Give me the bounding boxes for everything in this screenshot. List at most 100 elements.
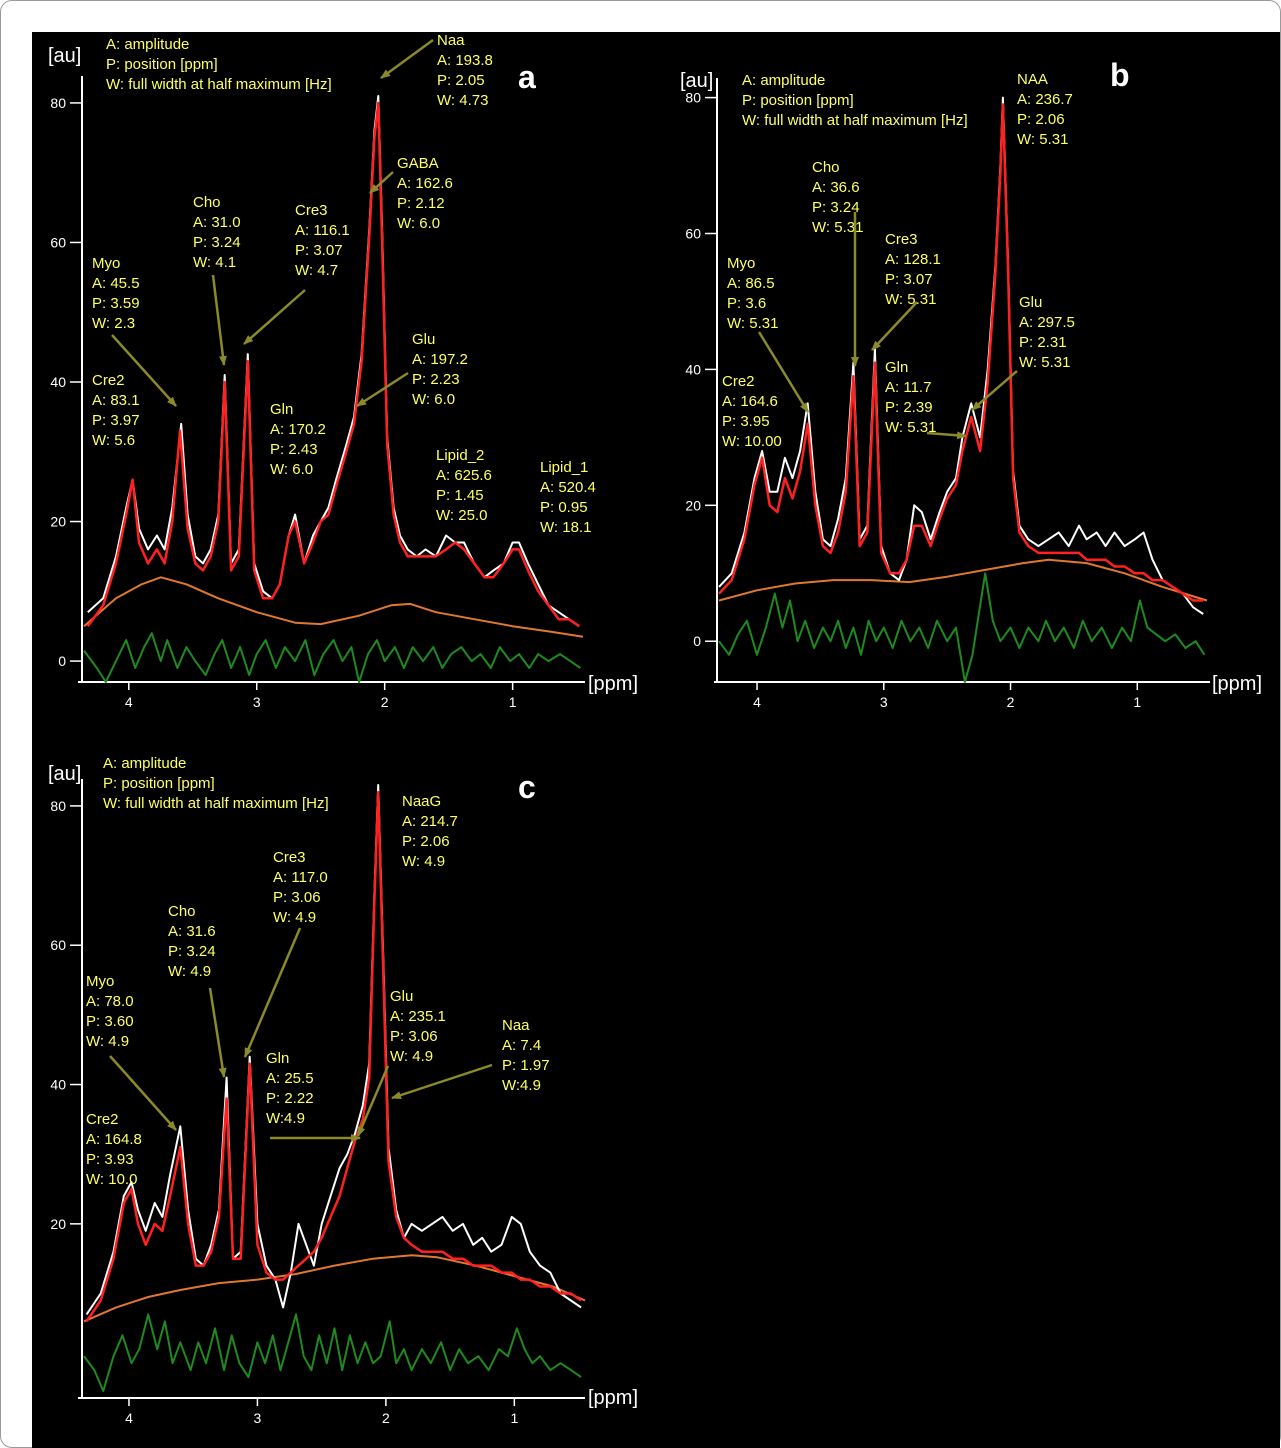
peak-label-line: Gln [266, 1050, 289, 1067]
peak-label-line: P: 2.06 [402, 833, 450, 850]
peak-label-gaba: GABA A: 162.6 P: 2.12 W: 6.0 [369, 155, 453, 232]
peak-label-line: P: 3.07 [295, 242, 343, 259]
peak-label-cho: Cho A: 31.0 P: 3.24 W: 4.1 [193, 194, 241, 366]
peak-label-line: Cho [193, 194, 221, 211]
peak-label-line: P: 2.12 [397, 195, 445, 212]
y-axis-label: [au] [48, 763, 81, 785]
peak-label-naa: NAA A: 236.7 P: 2.06 W: 5.31 [1017, 71, 1073, 148]
peak-label-line: P: 3.24 [812, 199, 860, 216]
y-tick-label: 20 [50, 514, 66, 530]
residual-curve [83, 632, 581, 683]
peak-label-line: Gln [885, 359, 908, 376]
peak-label-line: P: 2.22 [266, 1090, 314, 1107]
peak-label-myo: Myo A: 45.5 P: 3.59 W: 2.3 [92, 255, 177, 407]
x-tick-label: 3 [254, 1410, 262, 1426]
peak-label-line: W: 4.9 [273, 909, 316, 926]
peak-label-line: Naa [502, 1017, 530, 1034]
residual-curve [718, 572, 1206, 683]
y-tick-label: 0 [693, 633, 701, 649]
peak-label-line: W: 5.6 [92, 432, 135, 449]
peak-label-line: A: 31.6 [168, 923, 216, 940]
peak-label-line: W: 18.1 [540, 519, 591, 536]
peak-label-line: P: 3.24 [193, 234, 241, 251]
peak-label-line: A: 214.7 [402, 813, 458, 830]
peak-label-line: P: 3.6 [727, 295, 766, 312]
peak-label-gln: Gln A: 170.2 P: 2.43 W: 6.0 [270, 401, 326, 478]
peak-arrow [356, 371, 409, 408]
peak-label-line: A: 36.6 [812, 179, 860, 196]
peak-label-line: W: 4.9 [390, 1048, 433, 1065]
peak-label-line: P: 2.06 [1017, 111, 1065, 128]
peak-label-line: A: 162.6 [397, 175, 453, 192]
x-tick-label: 2 [1007, 694, 1015, 710]
peak-label-naa: Naa A: 193.8 P: 2.05 W: 4.73 [380, 32, 493, 109]
peak-label-line: A: 45.5 [92, 275, 140, 292]
peak-label-line: A: 11.7 [885, 379, 931, 396]
peak-label-line: W: 10.0 [86, 1171, 137, 1188]
peak-label-line: A: 78.0 [86, 993, 134, 1010]
peak-label-line: P: 3.07 [885, 271, 933, 288]
spectrum-curve [85, 784, 582, 1315]
peak-label-line: P: 3.06 [273, 889, 321, 906]
peak-label-line: W: 5.31 [812, 219, 863, 236]
fit-curve [85, 790, 582, 1323]
residual-curve [83, 1313, 582, 1392]
peak-label-line: W: 4.73 [437, 92, 488, 109]
peak-label-naag: NaaG A: 214.7 P: 2.06 W: 4.9 [402, 793, 458, 870]
peak-label-line: W: 4.1 [193, 254, 236, 271]
peak-label-line: A: 31.0 [193, 214, 241, 231]
legend-line: A: amplitude [742, 72, 825, 89]
peak-arrow [971, 370, 1018, 411]
legend-line: P: position [ppm] [106, 56, 218, 73]
baseline-curve [718, 558, 1208, 602]
fit-curve [718, 103, 1204, 602]
panel-letter: b [1110, 57, 1130, 93]
peak-label-line: Cre2 [86, 1111, 119, 1128]
x-axis-label: [ppm] [588, 673, 638, 695]
peak-label-line: A: 86.5 [727, 275, 775, 292]
x-tick-label: 4 [125, 694, 133, 710]
peak-label-line: GABA [397, 155, 439, 172]
peak-label-gln: Gln A: 11.7 P: 2.39 W: 5.31 [885, 359, 967, 440]
peak-label-line: Lipid_2 [436, 447, 484, 464]
x-tick-label: 4 [753, 694, 761, 710]
y-tick-label: 60 [685, 226, 701, 242]
peak-label-glu: Glu A: 297.5 P: 2.31 W: 5.31 [971, 294, 1075, 411]
peak-label-cre3: Cre3 A: 128.1 P: 3.07 W: 5.31 [871, 231, 941, 351]
peak-label-line: W: 6.0 [270, 461, 313, 478]
peak-label-gln: Gln A: 25.5 P: 2.22 W:4.9 [266, 1050, 361, 1142]
legend-line: A: amplitude [106, 36, 189, 53]
peak-arrow [871, 301, 918, 351]
peak-label-cre3: Cre3 A: 117.0 P: 3.06 W: 4.9 [243, 849, 328, 1058]
y-tick-label: 80 [50, 95, 66, 111]
panel-a: 0 20 40 60 80 4 3 2 1 [au] [ppm] a A: amplitude P: po… [48, 32, 638, 710]
peak-arrow [211, 274, 227, 366]
y-axis-label: [au] [48, 45, 81, 67]
peak-label-line: W:4.9 [266, 1110, 305, 1127]
peak-arrow [109, 1055, 177, 1131]
x-tick-label: 1 [510, 1410, 518, 1426]
peak-label-line: P: 3.93 [86, 1151, 134, 1168]
peak-label-line: A: 83.1 [92, 392, 140, 409]
peak-label-cho: Cho A: 36.6 P: 3.24 W: 5.31 [812, 159, 863, 367]
peak-label-cre3: Cre3 A: 116.1 P: 3.07 W: 4.7 [243, 202, 350, 345]
peak-label-line: P: 0.95 [540, 499, 588, 516]
peak-label-line: Cre3 [885, 231, 918, 248]
peak-label-glu: Glu A: 197.2 P: 2.23 W: 6.0 [356, 331, 468, 408]
peak-label-line: P: 2.43 [270, 441, 318, 458]
peak-arrow [391, 1063, 493, 1100]
peak-label-line: P: 3.59 [92, 295, 140, 312]
baseline-curve [83, 576, 584, 638]
peak-label-line: W: 25.0 [436, 507, 487, 524]
peak-label-line: Cre2 [92, 372, 125, 389]
peak-label-lipid_2: Lipid_2 A: 625.6 P: 1.45 W: 25.0 [436, 447, 492, 524]
spectrum-curve [718, 96, 1204, 615]
panel-b: 0 20 40 60 80 4 3 2 1 [au] [ppm] b A: amplitude P: po… [680, 57, 1262, 710]
peak-label-line: Cho [168, 903, 196, 920]
y-tick-label: 80 [50, 798, 66, 814]
y-tick-label: 80 [685, 90, 701, 106]
peak-label-line: P: 3.24 [168, 943, 216, 960]
peak-label-line: W: 4.9 [86, 1033, 129, 1050]
peak-arrow [369, 171, 394, 194]
